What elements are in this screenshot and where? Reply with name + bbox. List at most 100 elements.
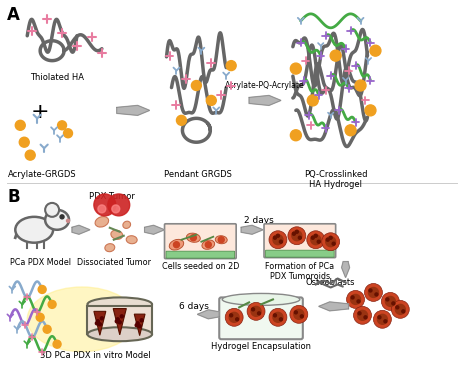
Polygon shape <box>72 225 90 234</box>
Circle shape <box>402 310 405 313</box>
Circle shape <box>330 50 341 61</box>
Polygon shape <box>319 302 349 311</box>
Ellipse shape <box>87 327 152 341</box>
Circle shape <box>191 80 201 90</box>
Circle shape <box>351 296 354 299</box>
Circle shape <box>274 314 276 317</box>
Circle shape <box>58 121 67 130</box>
Circle shape <box>373 310 391 328</box>
Circle shape <box>273 312 283 322</box>
Circle shape <box>291 130 301 141</box>
Circle shape <box>38 286 46 293</box>
Circle shape <box>377 314 387 324</box>
Circle shape <box>280 318 282 321</box>
Circle shape <box>252 308 255 311</box>
Circle shape <box>364 316 367 319</box>
Text: PCa PDX Model: PCa PDX Model <box>10 258 71 267</box>
Ellipse shape <box>45 210 69 230</box>
Text: 3D PCa PDX in vitro Model: 3D PCa PDX in vitro Model <box>40 351 150 360</box>
Text: Dissociated Tumor: Dissociated Tumor <box>77 258 151 267</box>
Circle shape <box>365 283 383 301</box>
Circle shape <box>226 61 236 70</box>
Text: Hydrogel Encapsulation: Hydrogel Encapsulation <box>211 342 311 351</box>
Ellipse shape <box>105 244 115 252</box>
Text: Formation of PCa
PDX Tumoroids: Formation of PCa PDX Tumoroids <box>265 262 334 281</box>
Circle shape <box>48 300 56 308</box>
Circle shape <box>326 238 329 241</box>
Circle shape <box>294 311 298 314</box>
Circle shape <box>311 236 314 239</box>
Text: 6 days: 6 days <box>179 302 209 311</box>
Circle shape <box>300 315 304 318</box>
Text: 2 days: 2 days <box>244 216 274 225</box>
Circle shape <box>135 324 138 327</box>
Circle shape <box>295 230 298 233</box>
Circle shape <box>378 316 381 319</box>
FancyBboxPatch shape <box>87 306 152 334</box>
Circle shape <box>353 306 371 324</box>
Ellipse shape <box>202 240 215 249</box>
Circle shape <box>25 150 35 160</box>
Ellipse shape <box>27 287 137 352</box>
Circle shape <box>98 323 101 326</box>
Circle shape <box>176 115 186 125</box>
Circle shape <box>251 306 261 316</box>
Circle shape <box>391 300 409 318</box>
Circle shape <box>280 240 282 243</box>
Text: B: B <box>7 188 20 206</box>
Circle shape <box>218 237 224 243</box>
Circle shape <box>382 293 399 310</box>
Polygon shape <box>117 106 150 115</box>
Circle shape <box>384 320 387 323</box>
Polygon shape <box>113 308 126 335</box>
Circle shape <box>294 309 304 319</box>
Circle shape <box>346 290 365 308</box>
Polygon shape <box>197 310 219 319</box>
Text: PQ-Crosslinked
HA Hydrogel: PQ-Crosslinked HA Hydrogel <box>304 170 367 189</box>
Circle shape <box>276 234 280 237</box>
Circle shape <box>317 240 320 243</box>
Circle shape <box>385 296 395 306</box>
Circle shape <box>225 308 243 326</box>
Circle shape <box>269 308 287 326</box>
Text: Thiolated HA: Thiolated HA <box>30 73 84 82</box>
Circle shape <box>140 319 143 322</box>
Circle shape <box>396 306 399 309</box>
Circle shape <box>290 306 308 323</box>
Circle shape <box>292 231 302 241</box>
Polygon shape <box>341 262 350 277</box>
Circle shape <box>94 194 116 216</box>
Text: Cells seeded on 2D: Cells seeded on 2D <box>162 262 239 270</box>
Circle shape <box>345 125 356 136</box>
Polygon shape <box>241 225 263 234</box>
Text: +: + <box>31 102 49 123</box>
Ellipse shape <box>123 221 131 228</box>
Circle shape <box>67 219 69 222</box>
Circle shape <box>395 304 405 314</box>
Circle shape <box>19 137 29 147</box>
Circle shape <box>36 313 44 321</box>
Circle shape <box>274 236 276 239</box>
Polygon shape <box>249 96 281 106</box>
Circle shape <box>292 232 295 235</box>
Text: A: A <box>7 6 20 24</box>
Circle shape <box>53 340 61 348</box>
Circle shape <box>230 314 233 317</box>
Circle shape <box>45 203 59 217</box>
Circle shape <box>136 322 139 325</box>
Circle shape <box>257 312 261 315</box>
Circle shape <box>288 227 306 245</box>
Circle shape <box>355 80 366 91</box>
Circle shape <box>291 63 301 74</box>
FancyBboxPatch shape <box>266 250 334 257</box>
Circle shape <box>100 317 103 320</box>
Circle shape <box>108 194 130 216</box>
Circle shape <box>358 310 367 320</box>
Circle shape <box>369 287 378 297</box>
Circle shape <box>138 325 141 328</box>
FancyBboxPatch shape <box>166 251 235 258</box>
Circle shape <box>307 95 318 106</box>
Ellipse shape <box>87 297 152 311</box>
Circle shape <box>97 320 99 323</box>
Circle shape <box>229 312 239 322</box>
